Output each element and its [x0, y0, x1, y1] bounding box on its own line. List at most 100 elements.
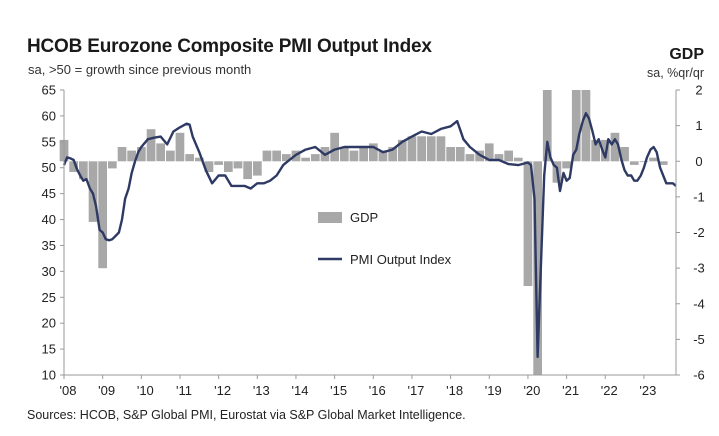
x-tick-label: '09: [98, 383, 115, 398]
left-tick-label: 30: [42, 264, 56, 279]
left-tick-label: 65: [42, 83, 56, 98]
left-tick-label: 25: [42, 290, 56, 305]
gdp-bar: [301, 157, 310, 162]
x-tick-label: '12: [214, 383, 231, 398]
right-axis-subtitle: sa, %qr/qr: [647, 66, 704, 80]
left-tick-label: 15: [42, 342, 56, 357]
x-tick-label: '20: [523, 383, 540, 398]
gdp-bar: [620, 147, 629, 162]
gdp-bar: [533, 161, 542, 376]
left-tick-label: 20: [42, 316, 56, 331]
left-tick-label: 10: [42, 368, 56, 383]
gdp-bar: [224, 161, 233, 172]
gdp-bar: [610, 132, 620, 162]
left-tick-label: 35: [42, 238, 56, 253]
legend-pmi-label: PMI Output Index: [350, 252, 452, 267]
x-tick-label: '22: [601, 383, 618, 398]
left-tick-label: 40: [42, 212, 56, 227]
chart-title: HCOB Eurozone Composite PMI Output Index: [27, 36, 432, 57]
source-note: Sources: HCOB, S&P Global PMI, Eurostat …: [27, 408, 466, 422]
left-tick-label: 55: [42, 134, 56, 149]
right-tick-label: -3: [693, 261, 705, 276]
right-tick-label: -1: [693, 189, 705, 204]
gdp-bar: [504, 150, 513, 162]
gdp-bar: [407, 136, 417, 162]
gdp-bar: [417, 136, 426, 162]
gdp-bar: [272, 150, 281, 162]
gdp-bar: [262, 150, 272, 162]
right-tick-label: 1: [695, 118, 702, 133]
gdp-bar: [349, 150, 359, 162]
gdp-bar: [330, 132, 339, 162]
gdp-bar: [494, 154, 504, 162]
gdp-bar: [166, 150, 175, 162]
gdp-bar: [146, 129, 156, 162]
x-tick-label: '11: [176, 383, 192, 398]
gdp-bar: [581, 90, 591, 162]
x-tick-label: '21: [562, 383, 579, 398]
legend-gdp-label: GDP: [350, 210, 378, 225]
x-tick-label: '14: [291, 383, 308, 398]
gdp-bar: [340, 147, 349, 162]
gdp-bar: [523, 161, 533, 286]
gdp-bar: [233, 161, 243, 169]
gdp-bar: [359, 147, 368, 162]
gdp-bar: [513, 157, 523, 162]
gdp-bar: [649, 157, 658, 162]
right-tick-label: -2: [693, 225, 705, 240]
gdp-bar: [562, 161, 571, 169]
x-tick-label: '13: [253, 383, 270, 398]
gdp-bar: [629, 161, 639, 165]
gdp-bar: [69, 161, 78, 172]
gdp-bar: [542, 90, 552, 162]
gdp-bar: [388, 147, 397, 162]
gdp-bar: [204, 161, 214, 172]
gdp-bar: [455, 147, 465, 162]
gdp-bar: [108, 161, 117, 169]
legend-gdp-swatch: [318, 212, 342, 223]
gdp-bar: [311, 154, 320, 162]
x-tick-label: '18: [446, 383, 463, 398]
chart-subtitle: sa, >50 = growth since previous month: [28, 62, 252, 77]
gdp-bar: [426, 136, 436, 162]
gdp-bar: [137, 147, 146, 162]
gdp-bar: [79, 161, 88, 180]
gdp-bar: [195, 157, 204, 162]
gdp-bar: [378, 150, 388, 162]
gdp-bar: [436, 136, 446, 162]
right-tick-label: -4: [693, 296, 705, 311]
gdp-bar: [185, 154, 194, 162]
gdp-bar: [127, 150, 136, 162]
left-tick-label: 50: [42, 160, 56, 175]
pmi-line: [62, 112, 677, 359]
x-tick-label: '10: [137, 383, 154, 398]
right-tick-label: -6: [693, 368, 705, 383]
gdp-bar: [282, 154, 291, 162]
x-tick-label: '17: [407, 383, 424, 398]
gdp-bar: [591, 139, 600, 162]
gdp-bar: [156, 143, 165, 162]
left-tick-label: 45: [42, 186, 56, 201]
x-tick-label: '08: [60, 383, 77, 398]
right-tick-label: 0: [695, 154, 702, 169]
gdp-bar: [369, 143, 378, 162]
gdp-bar: [253, 161, 262, 176]
gdp-bar: [571, 90, 581, 162]
x-tick-label: '23: [639, 383, 656, 398]
gdp-bar: [98, 161, 107, 269]
right-axis-title: GDP: [669, 46, 704, 63]
right-tick-label: 2: [695, 83, 702, 98]
left-tick-label: 60: [42, 108, 56, 123]
gdp-bar: [446, 147, 455, 162]
x-tick-label: '19: [485, 383, 502, 398]
gdp-bar: [117, 147, 127, 162]
gdp-bar: [465, 154, 475, 162]
x-tick-label: '15: [330, 383, 347, 398]
gdp-bar: [243, 161, 252, 180]
gdp-bar: [484, 143, 494, 162]
gdp-bar: [175, 132, 185, 162]
right-tick-label: -5: [693, 332, 705, 347]
x-tick-label: '16: [369, 383, 386, 398]
gdp-bar: [397, 139, 407, 162]
